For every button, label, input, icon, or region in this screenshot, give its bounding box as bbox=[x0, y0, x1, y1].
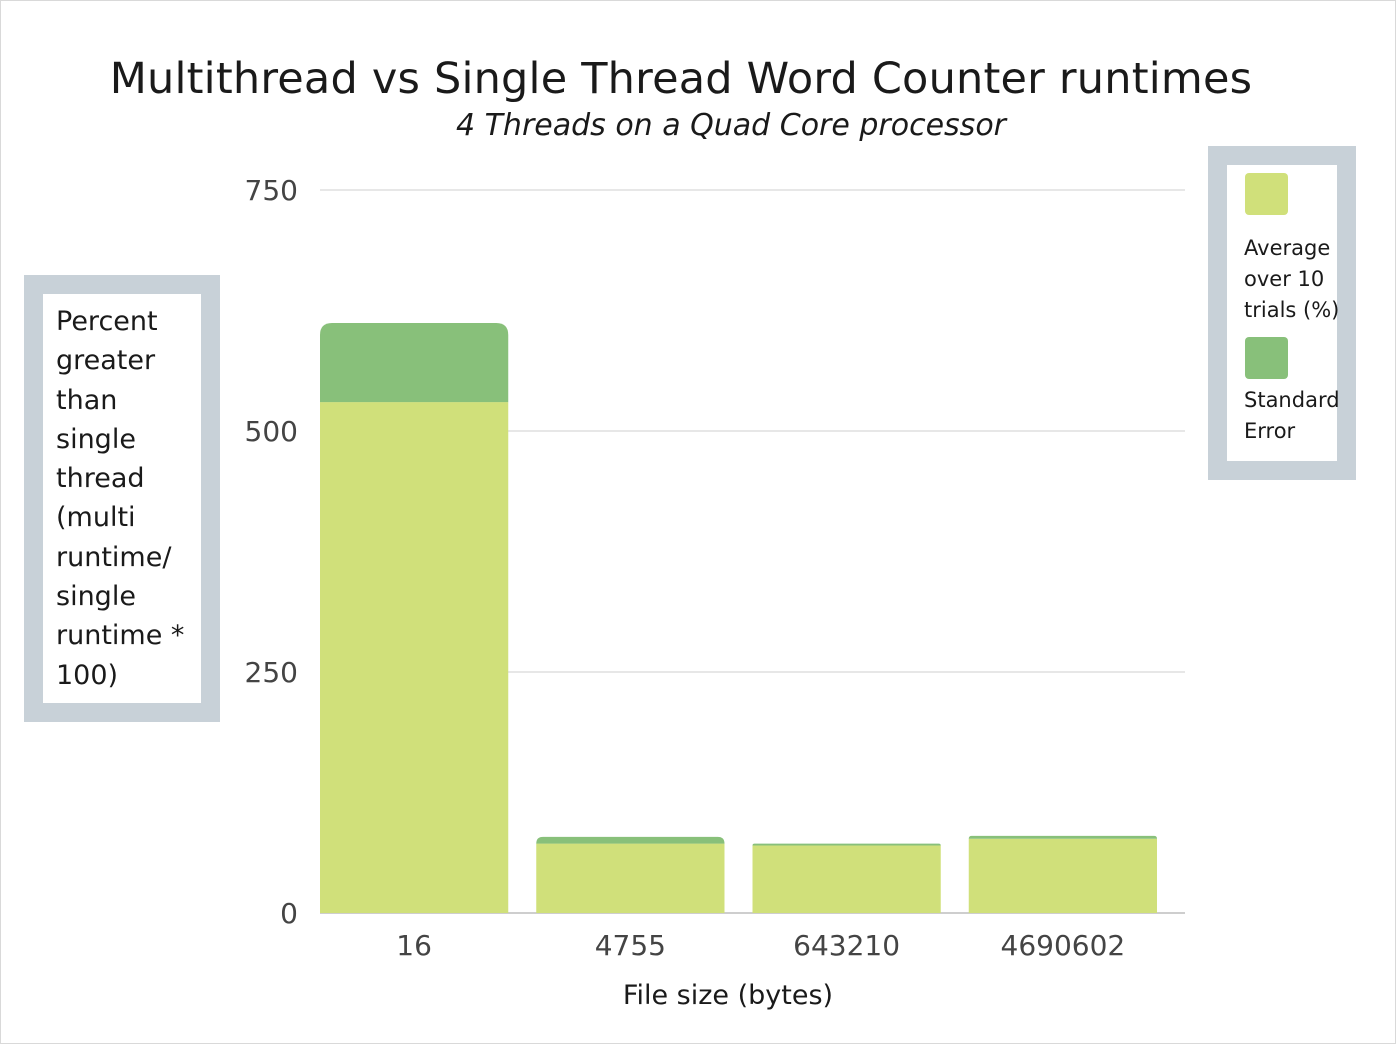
x-tick-label: 643210 bbox=[793, 929, 900, 962]
bar-643210-average bbox=[752, 845, 941, 913]
bar-16-average bbox=[320, 402, 509, 913]
chart-title: Multithread vs Single Thread Word Counte… bbox=[109, 54, 1253, 104]
bar-4690602-standard-error bbox=[968, 835, 1157, 839]
y-tick-label: 750 bbox=[245, 174, 298, 207]
y-axis-label: Percent greater than single thread (mult… bbox=[56, 306, 185, 691]
tick-labels: 0 250 500 750 16 4755 643210 4690602 bbox=[245, 174, 1126, 962]
legend-label-standard-error: Standard Error bbox=[1244, 388, 1340, 443]
y-tick-label: 0 bbox=[280, 897, 298, 930]
x-tick-label: 16 bbox=[396, 929, 432, 962]
bar-4690602-average bbox=[968, 838, 1157, 913]
y-tick-label: 250 bbox=[245, 656, 298, 689]
bar-643210-standard-error bbox=[752, 843, 941, 846]
chart-subtitle: 4 Threads on a Quad Core processor bbox=[455, 108, 1007, 143]
x-axis-label: File size (bytes) bbox=[622, 980, 834, 1011]
legend-swatch-standard-error bbox=[1245, 337, 1288, 379]
bar-4755-standard-error bbox=[536, 836, 725, 844]
bar-4755-average bbox=[536, 843, 725, 913]
y-axis-label-box: Percent greater than single thread (mult… bbox=[24, 275, 220, 722]
x-tick-label: 4755 bbox=[595, 929, 666, 962]
bars bbox=[320, 323, 1157, 913]
x-tick-label: 4690602 bbox=[1001, 929, 1126, 962]
legend: Average over 10 trials (%) Standard Erro… bbox=[1208, 146, 1356, 480]
legend-label-average: Average over 10 trials (%) bbox=[1244, 236, 1340, 322]
legend-swatch-average bbox=[1245, 173, 1288, 215]
y-tick-label: 500 bbox=[245, 415, 298, 448]
bar-16-standard-error bbox=[320, 323, 509, 403]
